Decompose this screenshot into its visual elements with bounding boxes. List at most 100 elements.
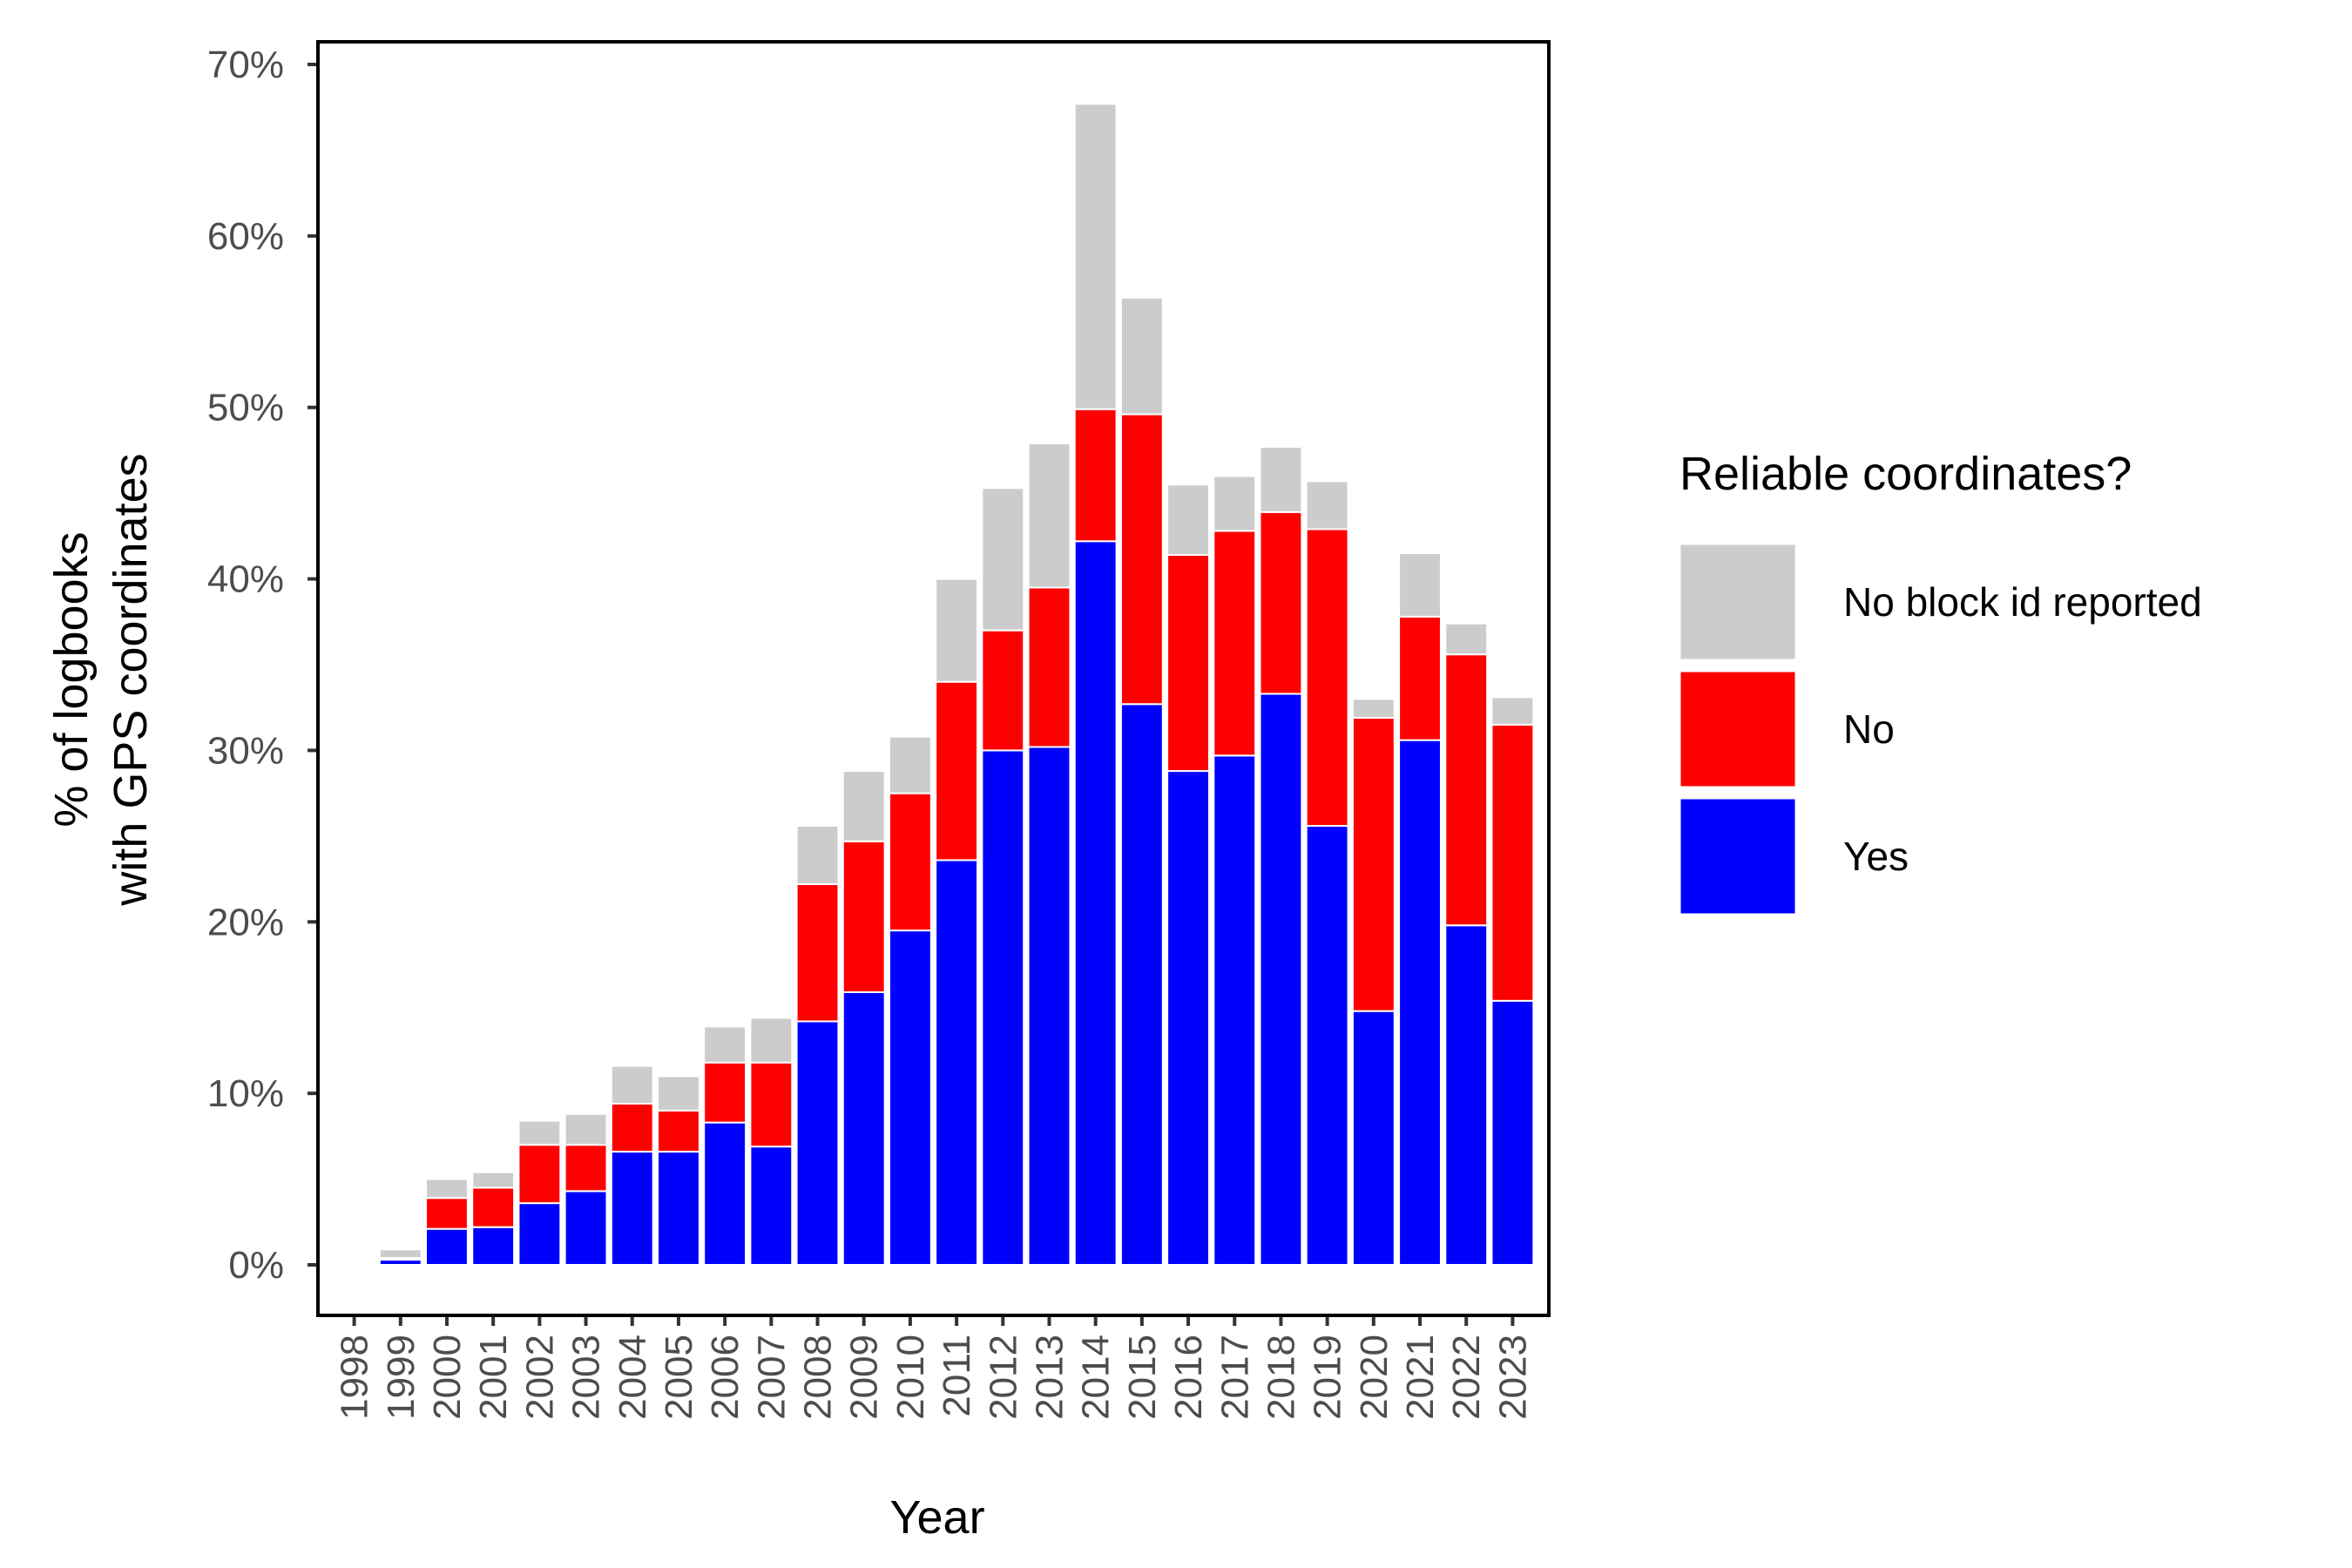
bar-2015-yes [1119, 703, 1164, 1266]
bar-2014-no [1073, 408, 1118, 543]
bar-2007-yes [749, 1146, 794, 1267]
x-tick-label: 2014 [1075, 1335, 1118, 1420]
bar-2011-no [935, 680, 979, 862]
bar-2001-no [471, 1186, 516, 1228]
bar-2020-no-block-id-reported [1351, 698, 1396, 720]
bar-2000-no-block-id-reported [425, 1178, 469, 1200]
bar-2010-no-block-id-reported [888, 735, 932, 794]
bar-1999-no-block-id-reported [378, 1248, 422, 1260]
bar-2008-no [795, 882, 840, 1023]
bar-2021-no-block-id-reported [1398, 552, 1442, 618]
bar-2012-yes [981, 749, 1025, 1266]
bar-2016-no [1166, 554, 1210, 773]
bar-2000-no [425, 1197, 469, 1230]
y-axis-title: % of logbooks with GPS coordinates [45, 453, 157, 906]
bar-2019-yes [1305, 825, 1349, 1266]
bar-2012-no [981, 629, 1025, 752]
bar-2009-no [841, 840, 886, 993]
x-tick-label: 2010 [889, 1335, 932, 1420]
y-tick-label: 60% [207, 215, 284, 258]
bar-2004-no [610, 1102, 654, 1153]
bar-2002-no-block-id-reported [517, 1119, 562, 1146]
bar-2017-no [1213, 530, 1257, 757]
x-tick-label: 2007 [750, 1335, 793, 1420]
bar-2020-yes [1351, 1010, 1396, 1267]
x-tick-label: 2000 [426, 1335, 469, 1420]
bar-2015-no-block-id-reported [1119, 296, 1164, 416]
bar-2017-yes [1213, 754, 1257, 1266]
bar-2020-no [1351, 717, 1396, 1012]
legend-key-yes [1678, 796, 1798, 916]
bar-2022-no-block-id-reported [1444, 622, 1489, 656]
x-tick-label: 2002 [518, 1335, 561, 1420]
y-tick-label: 30% [207, 729, 284, 772]
x-tick-label: 2019 [1307, 1335, 1349, 1420]
x-axis-title: Year [889, 1491, 984, 1544]
bar-2006-yes [703, 1121, 747, 1266]
y-tick-label: 50% [207, 387, 284, 429]
plot-panel-border [316, 40, 1551, 1317]
x-axis: 1998 1999 2000 2001 2002 2003 2004 2005 2006 2007… [334, 1315, 1534, 1420]
bar-2015-no [1119, 413, 1164, 706]
x-tick-label: 2013 [1028, 1335, 1071, 1420]
bar-2019-no-block-id-reported [1305, 480, 1349, 531]
bar-2000-yes [425, 1227, 469, 1267]
x-tick-label: 2008 [797, 1335, 840, 1420]
bar-2010-no [888, 792, 932, 932]
x-tick-label: 2006 [704, 1335, 747, 1420]
x-tick-label: 2023 [1491, 1335, 1534, 1420]
bar-2010-yes [888, 929, 932, 1266]
bar-2023-yes [1490, 999, 1535, 1266]
bar-2001-no-block-id-reported [471, 1171, 516, 1189]
bar-2021-no [1398, 615, 1442, 741]
bar-2013-no [1027, 586, 1071, 748]
x-tick-label: 1999 [380, 1335, 422, 1420]
bar-2017-no-block-id-reported [1213, 475, 1257, 532]
bar-2014-no-block-id-reported [1073, 103, 1118, 410]
y-axis-title-line-2: with GPS coordinates [105, 453, 157, 906]
y-axis-title-line-1: % of logbooks [45, 531, 98, 827]
bar-2003-yes [564, 1190, 608, 1266]
bar-2001-yes [471, 1226, 516, 1266]
bar-1998-no [332, 1260, 376, 1265]
y-tick-label: 20% [207, 901, 284, 943]
bar-2014-yes [1073, 540, 1118, 1266]
bar-2016-no-block-id-reported [1166, 483, 1210, 557]
y-axis: 0% 10% 20% 30% 40% 50% 60% 70% [207, 44, 318, 1287]
legend-label-no-block-id-reported: No block id reported [1843, 579, 2202, 625]
legend-label-yes: Yes [1843, 834, 1909, 879]
bar-2011-yes [935, 859, 979, 1266]
legend-key-no-block-id-reported [1678, 542, 1798, 662]
bar-2004-no-block-id-reported [610, 1064, 654, 1105]
bar-2009-yes [841, 991, 886, 1266]
x-tick-label: 2011 [936, 1335, 978, 1417]
bar-2022-yes [1444, 924, 1489, 1266]
x-tick-label: 2020 [1353, 1335, 1396, 1420]
bar-2004-yes [610, 1151, 654, 1266]
bar-2002-yes [517, 1202, 562, 1267]
x-tick-label: 2001 [472, 1335, 515, 1420]
x-tick-label: 2017 [1213, 1335, 1256, 1420]
legend: Reliable coordinates? No block id report… [1678, 448, 2202, 916]
x-tick-label: 2021 [1399, 1335, 1442, 1420]
x-tick-label: 2018 [1260, 1335, 1302, 1420]
bar-2018-no [1259, 510, 1303, 695]
x-tick-label: 2015 [1121, 1335, 1164, 1420]
bar-2023-no-block-id-reported [1490, 696, 1535, 726]
bar-2012-no-block-id-reported [981, 487, 1025, 632]
bar-2013-no-block-id-reported [1027, 443, 1071, 589]
bar-2016-yes [1166, 770, 1210, 1266]
bar-2002-no [517, 1144, 562, 1205]
x-tick-label: 2016 [1167, 1335, 1210, 1420]
bar-2011-no-block-id-reported [935, 578, 979, 683]
y-tick-label: 70% [207, 44, 284, 86]
legend-label-no: No [1843, 706, 1895, 752]
x-tick-label: 1998 [334, 1335, 376, 1420]
legend-key-no [1678, 669, 1798, 789]
x-tick-label: 2022 [1445, 1335, 1488, 1420]
x-tick-label: 2009 [843, 1335, 886, 1420]
bar-2005-no [657, 1109, 700, 1153]
bar-2006-no-block-id-reported [703, 1025, 747, 1064]
bar-2003-no-block-id-reported [564, 1112, 608, 1146]
